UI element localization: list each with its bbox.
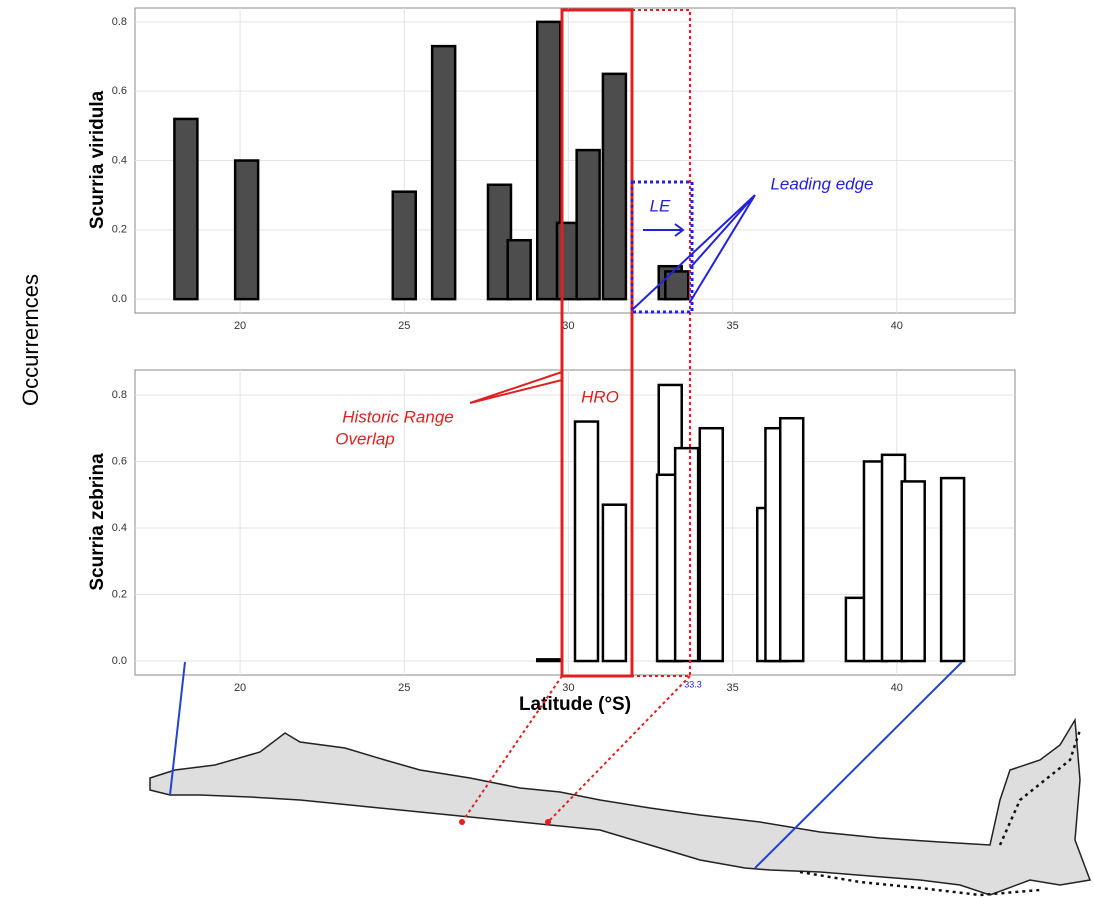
x-tick-label: 35	[726, 682, 738, 694]
map-point	[545, 819, 551, 825]
bar	[675, 448, 698, 661]
y-tick-label: 0.6	[112, 85, 127, 97]
figure: 0.0 0.2 0.4 0.6 0.8 20 25 30 35 40 0.0 0.2 0.4 0.6 0.8…	[0, 0, 1094, 905]
y-tick-label: 0.2	[112, 224, 127, 236]
annotation: HRO	[581, 387, 619, 406]
x-tick-label: 20	[234, 320, 246, 332]
y-tick-label: 0.6	[112, 455, 127, 467]
annotation: Historic Range	[342, 407, 454, 426]
y-tick-label: 0.0	[112, 655, 127, 667]
y-tick-label: 0.0	[112, 293, 127, 305]
y-axis-label: Scurria zebrina	[87, 453, 108, 591]
bar	[393, 192, 416, 299]
y-tick-label: 0.2	[112, 588, 127, 600]
annotation: 33.3	[684, 679, 702, 689]
annotation: Leading edge	[770, 174, 873, 193]
bar	[902, 481, 925, 661]
bar	[174, 119, 197, 299]
x-tick-label: 40	[891, 320, 903, 332]
x-tick-label: 40	[891, 682, 903, 694]
bar	[603, 74, 626, 299]
x-tick-label: 20	[234, 682, 246, 694]
map-point	[459, 819, 465, 825]
bar	[432, 46, 455, 299]
y-tick-label: 0.4	[112, 522, 127, 534]
x-tick-label: 25	[398, 320, 410, 332]
y-tick-label: 0.8	[112, 389, 127, 401]
y-tick-label: 0.4	[112, 154, 127, 166]
x-tick-label: 25	[398, 682, 410, 694]
x-tick-label: 35	[726, 320, 738, 332]
y-axis-label: Scurria viridula	[87, 90, 108, 229]
map	[150, 720, 1090, 895]
bar	[508, 240, 531, 299]
annotation: LE	[650, 196, 671, 215]
bar	[941, 478, 964, 661]
x-axis-label: Latitude (°S)	[519, 694, 631, 715]
x-tick-label: 30	[562, 320, 574, 332]
bar	[575, 422, 598, 661]
bar	[577, 150, 600, 299]
bar	[235, 161, 258, 300]
bar	[603, 505, 626, 661]
y-tick-label: 0.8	[112, 16, 127, 28]
shared-y-label: Occurrernces	[18, 274, 43, 406]
bar	[780, 418, 803, 661]
annotation: Overlap	[335, 429, 395, 448]
x-tick-label: 30	[562, 682, 574, 694]
bar	[537, 659, 560, 661]
bar	[700, 428, 723, 661]
